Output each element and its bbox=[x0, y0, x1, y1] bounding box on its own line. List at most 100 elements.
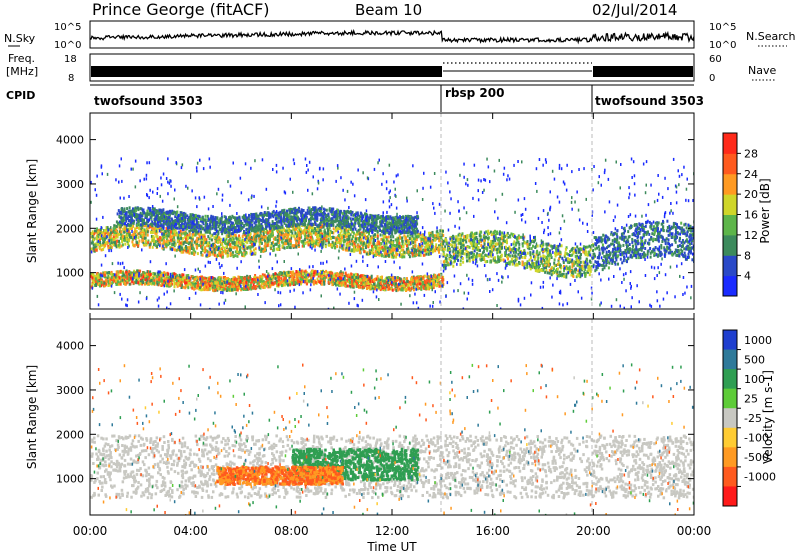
power-echo-cell bbox=[442, 229, 444, 233]
power-echo-cell bbox=[349, 242, 352, 246]
power-echo-cell bbox=[355, 278, 358, 282]
power-echo-cell bbox=[308, 273, 311, 277]
power-echo-cell bbox=[278, 278, 280, 282]
power-echo-cell bbox=[370, 279, 373, 283]
power-echo-cell bbox=[283, 242, 286, 246]
power-echo-cell bbox=[134, 227, 137, 231]
power-echo-cell bbox=[246, 287, 249, 291]
power-echo-cell bbox=[367, 285, 370, 289]
power-echo-cell bbox=[405, 247, 408, 251]
power-echo-cell bbox=[302, 229, 305, 233]
power-echo-cell bbox=[436, 282, 439, 286]
power-echo-cell bbox=[318, 272, 321, 276]
power-echo-cell bbox=[421, 281, 424, 284]
power-echo-cell bbox=[95, 245, 98, 249]
power-echo-cell bbox=[353, 278, 356, 282]
power-echo-cell bbox=[416, 276, 419, 280]
power-echo-cell bbox=[434, 234, 437, 238]
power-echo-cell bbox=[236, 254, 239, 258]
power-echo-cell bbox=[414, 248, 417, 252]
power-echo-cell bbox=[410, 286, 413, 290]
power-echo-cell bbox=[260, 282, 263, 286]
power-echo-cell bbox=[300, 280, 303, 284]
power-echo-cell bbox=[300, 239, 303, 243]
power-echo-cell bbox=[208, 237, 211, 241]
power-echo-cell bbox=[288, 278, 291, 282]
power-echo-cell bbox=[370, 276, 373, 280]
power-echo-cell bbox=[194, 242, 197, 246]
power-echo-cell bbox=[91, 235, 94, 238]
power-echo-cell bbox=[290, 240, 292, 244]
power-echo-cell bbox=[254, 274, 257, 277]
power-echo-cell bbox=[374, 246, 377, 250]
power-echo-cell bbox=[291, 244, 294, 248]
power-echo-cell bbox=[379, 233, 382, 237]
power-echo-cell bbox=[441, 276, 444, 280]
power-echo-cell bbox=[266, 244, 269, 248]
power-echo-cell bbox=[361, 231, 364, 235]
power-echo-cell bbox=[287, 233, 290, 237]
power-echo-cell bbox=[346, 225, 349, 229]
power-echo-cell bbox=[394, 238, 397, 242]
power-echo-cell bbox=[228, 282, 231, 286]
power-echo-cell bbox=[241, 287, 243, 291]
power-echo-cell bbox=[206, 283, 208, 287]
power-echo-cell bbox=[96, 227, 98, 231]
power-echo-cell bbox=[120, 233, 123, 237]
power-echo-cell bbox=[395, 245, 398, 249]
power-echo-cell bbox=[424, 286, 427, 290]
power-echo-cell bbox=[255, 235, 258, 239]
power-echo-cell bbox=[238, 280, 241, 284]
power-echo-cell bbox=[231, 241, 234, 245]
power-echo-cell bbox=[365, 278, 368, 282]
power-echo-cell bbox=[324, 245, 327, 249]
power-echo-cell bbox=[329, 231, 332, 235]
power-echo-cell bbox=[388, 287, 391, 291]
power-echo-cell bbox=[301, 231, 304, 235]
power-echo-cell bbox=[433, 281, 435, 285]
power-echo-cell bbox=[323, 273, 326, 277]
power-echo-cell bbox=[378, 253, 381, 257]
power-echo-cell bbox=[120, 230, 123, 234]
power-echo-cell bbox=[228, 216, 230, 220]
power-echo-cell bbox=[346, 279, 349, 282]
power-echo-cell bbox=[320, 237, 322, 241]
power-echo-cell bbox=[196, 236, 199, 240]
power-echo-cell bbox=[340, 238, 343, 242]
power-echo-cell bbox=[249, 246, 252, 250]
power-echo-cell bbox=[390, 252, 393, 256]
power-echo-cell bbox=[103, 229, 106, 232]
power-echo-cell bbox=[168, 275, 171, 279]
power-echo-cell bbox=[220, 242, 223, 246]
power-echo-cell bbox=[190, 241, 193, 245]
power-echo-cell bbox=[173, 241, 176, 245]
power-echo-cell bbox=[304, 241, 307, 245]
power-echo-cell bbox=[110, 228, 113, 232]
freq-label-bottom: [MHz] bbox=[6, 65, 38, 78]
power-echo-cell bbox=[185, 231, 188, 235]
power-echo-cell bbox=[93, 232, 96, 236]
power-echo-cell bbox=[185, 246, 188, 250]
power-echo-cell bbox=[328, 271, 331, 275]
power-echo-cell bbox=[381, 284, 384, 288]
power-echo-cell bbox=[192, 246, 195, 250]
power-echo-cell bbox=[256, 276, 259, 280]
power-echo-cell bbox=[213, 251, 216, 255]
power-echo-cell bbox=[426, 287, 429, 291]
power-echo-cell bbox=[193, 284, 196, 288]
power-echo-cell bbox=[363, 276, 366, 280]
power-echo-cell bbox=[249, 240, 252, 244]
power-echo-cell bbox=[139, 282, 142, 286]
power-echo-cell bbox=[438, 250, 440, 254]
power-echo-cell bbox=[264, 242, 267, 246]
power-echo-cell bbox=[191, 243, 194, 247]
power-echo-cell bbox=[98, 238, 101, 242]
power-echo-cell bbox=[335, 238, 338, 242]
power-echo-cell bbox=[392, 243, 395, 247]
power-echo-cell bbox=[219, 237, 222, 241]
power-echo-cell bbox=[227, 242, 230, 246]
power-echo-cell bbox=[231, 251, 234, 255]
power-echo-cell bbox=[356, 218, 359, 222]
power-echo-cell bbox=[308, 241, 310, 245]
power-echo-cell bbox=[171, 231, 174, 235]
